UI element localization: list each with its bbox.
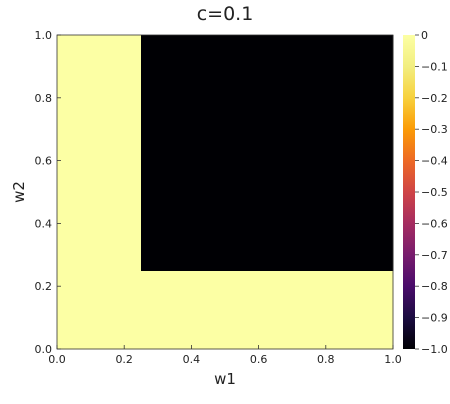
- heatmap-cell: [141, 270, 394, 350]
- plot-frame: [56, 34, 394, 350]
- colorbar-tick-label: −0.6: [421, 217, 448, 230]
- x-tick-label: 0.6: [250, 353, 268, 366]
- y-axis: 0.0 0.2 0.4 0.6 0.8 1.0: [35, 29, 61, 356]
- heatmap-cell: [57, 270, 142, 350]
- x-axis-label: w1: [214, 370, 236, 388]
- x-axis: 0.0 0.2 0.4 0.6 0.8 1.0: [48, 345, 402, 366]
- heatmap-cell: [141, 35, 394, 271]
- colorbar-tick-label: −1.0: [421, 343, 448, 356]
- colorbar-tick-label: −0.2: [421, 92, 448, 105]
- x-tick-label: 1.0: [384, 353, 402, 366]
- y-tick-label: 0.8: [35, 92, 53, 105]
- y-tick-label: 0.2: [35, 280, 53, 293]
- x-tick-label: 0.2: [115, 353, 133, 366]
- colorbar-axis: 0 −0.1 −0.2 −0.3 −0.4 −0.5 −0.6 −0.7 −0.8 −0.9 −1.…: [415, 29, 448, 356]
- colorbar-tick-label: 0: [421, 29, 428, 42]
- colorbar-tick-label: −0.5: [421, 186, 448, 199]
- y-tick-label: 1.0: [35, 29, 53, 42]
- colorbar-gradient: [403, 35, 415, 349]
- colorbar-tick-label: −0.1: [421, 60, 448, 73]
- x-tick-label: 0.0: [48, 353, 66, 366]
- y-tick-label: 0.0: [35, 343, 53, 356]
- y-axis-label: w2: [10, 181, 28, 203]
- colorbar-tick-label: −0.3: [421, 123, 448, 136]
- colorbar-tick-label: −0.9: [421, 312, 448, 325]
- heatmap-cells: [57, 35, 394, 350]
- colorbar-tick-label: −0.4: [421, 155, 448, 168]
- colorbar-tick-label: −0.8: [421, 280, 448, 293]
- chart-title: c=0.1: [197, 3, 254, 25]
- colorbar-tick-label: −0.7: [421, 249, 448, 262]
- x-tick-label: 0.4: [183, 353, 201, 366]
- y-tick-label: 0.4: [35, 217, 53, 230]
- y-tick-label: 0.6: [35, 155, 53, 168]
- x-tick-label: 0.8: [317, 353, 335, 366]
- heatmap-cell: [57, 35, 142, 271]
